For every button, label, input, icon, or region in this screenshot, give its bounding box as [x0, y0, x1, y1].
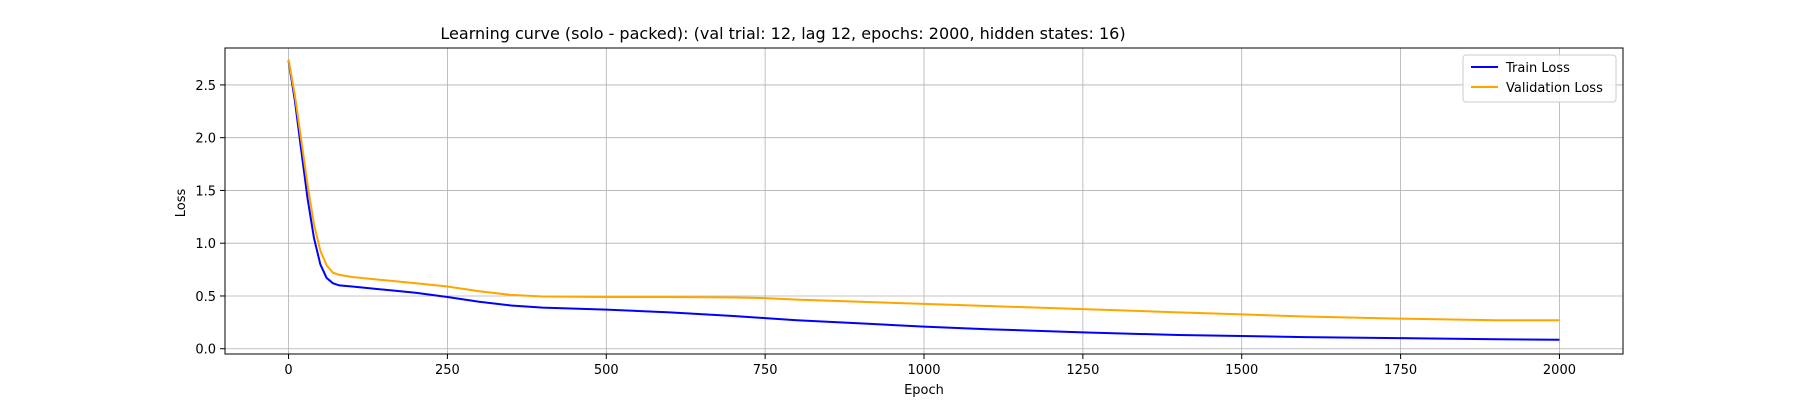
x-tick-label: 250	[435, 363, 460, 378]
legend-label-validation-loss: Validation Loss	[1506, 81, 1603, 96]
legend-label-train-loss: Train Loss	[1505, 61, 1570, 76]
y-tick-label: 1.5	[195, 184, 216, 199]
y-tick-label: 1.0	[195, 237, 216, 252]
x-tick-label: 750	[753, 363, 778, 378]
y-tick-label: 0.0	[195, 343, 216, 358]
y-axis-label: Loss	[174, 189, 189, 218]
y-tick-label: 2.0	[195, 132, 216, 147]
x-tick-label: 2000	[1543, 363, 1576, 378]
legend: Train Loss Validation Loss	[1463, 55, 1616, 102]
x-tick-label: 1500	[1225, 363, 1258, 378]
chart-title: Learning curve (solo - packed): (val tri…	[440, 24, 1125, 43]
y-tick-label: 2.5	[195, 79, 216, 94]
y-tick-label: 0.5	[195, 290, 216, 305]
x-axis-label: Epoch	[904, 383, 944, 398]
x-tick-label: 500	[594, 363, 619, 378]
x-tick-label: 1000	[907, 363, 940, 378]
x-tick-label: 1250	[1066, 363, 1099, 378]
x-tick-label: 1750	[1384, 363, 1417, 378]
x-tick-label: 0	[284, 363, 292, 378]
